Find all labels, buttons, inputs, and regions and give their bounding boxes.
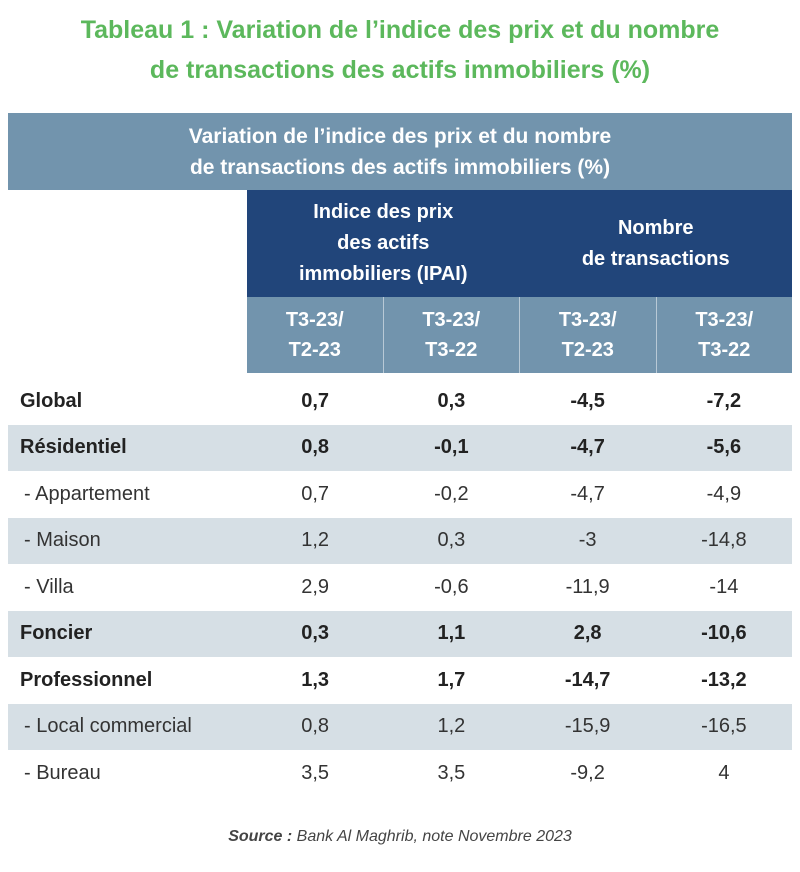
- cell: -3: [578, 529, 597, 552]
- row-label: - Villa: [24, 575, 74, 598]
- cell: -0,2: [434, 482, 469, 505]
- cell: 1,7: [437, 668, 466, 691]
- cell: -16,5: [701, 715, 747, 738]
- column-header-line: T3-22: [425, 339, 478, 361]
- column-header: T3-23/ T3-22: [382, 297, 520, 373]
- cell: 0,7: [301, 482, 330, 505]
- source-text: Bank Al Maghrib, note Novembre 2023: [292, 828, 572, 845]
- row-label: - Local commercial: [24, 715, 192, 738]
- cell: -14,7: [564, 668, 611, 691]
- cell: 4: [718, 761, 730, 784]
- cell: -4,7: [570, 482, 605, 505]
- column-header-line: T3-23/: [285, 309, 344, 331]
- column-header-line: T3-22: [698, 339, 751, 361]
- cell: 0,3: [437, 389, 466, 412]
- group-transactions-line: de transactions: [581, 247, 730, 270]
- cell: 1,1: [437, 622, 466, 645]
- column-group-header: Indice des prix des actifs immobiliers (…: [247, 190, 792, 297]
- table-row: Foncier 0,3 1,1 2,8 -10,6: [8, 610, 792, 657]
- table-row: - Bureau 3,5 3,5 -9,2 4: [8, 750, 792, 797]
- cell: 0,8: [301, 715, 330, 738]
- cell: -4,5: [570, 389, 605, 412]
- column-header-line: T3-23/: [558, 309, 617, 331]
- cell: 0,8: [301, 436, 330, 459]
- row-label: Professionnel: [20, 668, 153, 691]
- column-header-line: T2-23: [288, 339, 341, 361]
- table-title: Tableau 1 : Variation de l’indice des pr…: [0, 10, 800, 90]
- column-header-line: T3-23/: [695, 309, 754, 331]
- cell: -14: [709, 575, 739, 598]
- row-label: - Appartement: [24, 482, 150, 505]
- cell: 3,5: [301, 761, 330, 784]
- cell: 1,3: [301, 668, 330, 691]
- column-header: T3-23/ T2-23: [247, 297, 383, 373]
- table-row: Professionnel 1,3 1,7 -14,7 -13,2: [8, 657, 792, 704]
- cell: -10,6: [701, 622, 747, 645]
- cell: -13,2: [701, 668, 747, 691]
- group-ipai-line: des actifs: [337, 232, 430, 254]
- group-transactions: Nombre de transactions: [520, 190, 793, 297]
- table-body: Global 0,7 0,3 -4,5 -7,2 Résidentiel 0,8…: [8, 378, 792, 797]
- source-prefix: Source :: [228, 828, 293, 845]
- cell: 1,2: [301, 529, 330, 552]
- table-title-line-1: Tableau 1 : Variation de l’indice des pr…: [80, 16, 720, 44]
- table-row: - Appartement 0,7 -0,2 -4,7 -4,9: [8, 471, 792, 518]
- column-header-line: T2-23: [561, 339, 614, 361]
- group-ipai-line: immobiliers (IPAI): [298, 263, 468, 285]
- row-label: Résidentiel: [20, 436, 127, 459]
- cell: -15,9: [564, 715, 611, 738]
- cell: 2,9: [301, 575, 330, 598]
- cell: -0,6: [434, 575, 469, 598]
- group-transactions-line: Nombre: [617, 216, 694, 239]
- column-header: T3-23/ T3-22: [655, 297, 793, 373]
- row-label: - Bureau: [24, 761, 101, 784]
- table-row: Global 0,7 0,3 -4,5 -7,2: [8, 378, 792, 425]
- table-row: - Maison 1,2 0,3 -3 -14,8: [8, 517, 792, 564]
- group-ipai: Indice des prix des actifs immobiliers (…: [247, 190, 520, 297]
- cell: -4,7: [570, 436, 605, 459]
- cell: 3,5: [437, 761, 466, 784]
- band-line-1: Variation de l’indice des prix et du nom…: [188, 125, 612, 148]
- cell: -4,9: [706, 482, 742, 505]
- table-row: - Local commercial 0,8 1,2 -15,9 -16,5: [8, 703, 792, 750]
- cell: -14,8: [701, 529, 747, 552]
- cell: -5,6: [706, 436, 742, 459]
- column-subheader: T3-23/ T2-23 T3-23/ T3-22 T3-23/ T2-23 T…: [247, 297, 792, 373]
- cell: 0,7: [301, 389, 330, 412]
- table-row: Résidentiel 0,8 -0,1 -4,7 -5,6: [8, 424, 792, 471]
- cell: -11,9: [565, 575, 610, 598]
- cell: 2,8: [573, 622, 602, 645]
- table-title-line-2: de transactions des actifs immobiliers (…: [149, 56, 651, 84]
- group-ipai-line: Indice des prix: [313, 201, 454, 223]
- cell: -7,2: [706, 389, 742, 412]
- row-label: Foncier: [20, 622, 93, 645]
- row-label: Global: [20, 389, 83, 412]
- table-row: - Villa 2,9 -0,6 -11,9 -14: [8, 564, 792, 611]
- table-header-band: Variation de l’indice des prix et du nom…: [8, 113, 792, 190]
- cell: 0,3: [437, 529, 466, 552]
- source-note: Source : Bank Al Maghrib, note Novembre …: [0, 828, 800, 846]
- cell: -0,1: [434, 436, 469, 459]
- band-line-2: de transactions des actifs immobiliers (…: [189, 156, 611, 179]
- column-header-line: T3-23/: [422, 309, 481, 331]
- cell: -9,2: [570, 761, 605, 784]
- cell: 1,2: [437, 715, 466, 738]
- cell: 0,3: [301, 622, 330, 645]
- column-header: T3-23/ T2-23: [519, 297, 656, 373]
- row-label: - Maison: [24, 529, 101, 552]
